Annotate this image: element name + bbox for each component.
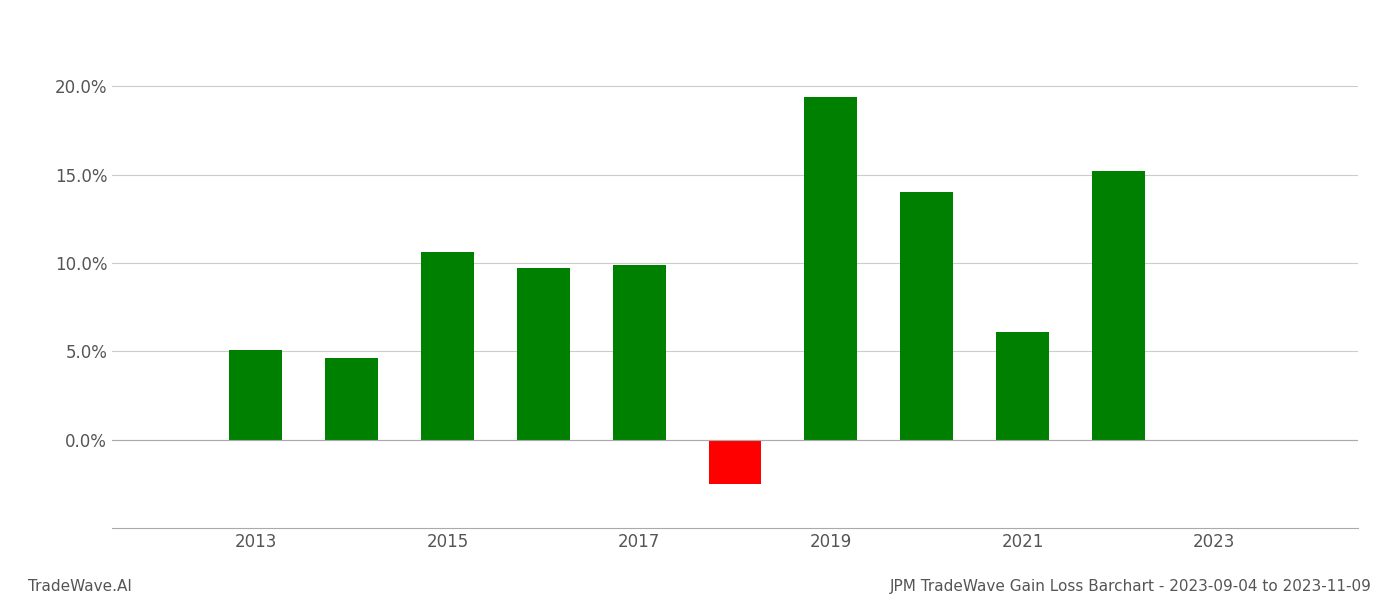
Bar xyxy=(1092,171,1145,440)
Bar xyxy=(613,265,665,440)
Bar xyxy=(230,350,283,440)
Bar xyxy=(325,358,378,440)
Bar xyxy=(708,440,762,484)
Text: JPM TradeWave Gain Loss Barchart - 2023-09-04 to 2023-11-09: JPM TradeWave Gain Loss Barchart - 2023-… xyxy=(890,579,1372,594)
Bar xyxy=(805,97,857,440)
Bar xyxy=(997,332,1049,440)
Bar xyxy=(900,192,953,440)
Bar xyxy=(421,253,473,440)
Bar xyxy=(517,268,570,440)
Text: TradeWave.AI: TradeWave.AI xyxy=(28,579,132,594)
